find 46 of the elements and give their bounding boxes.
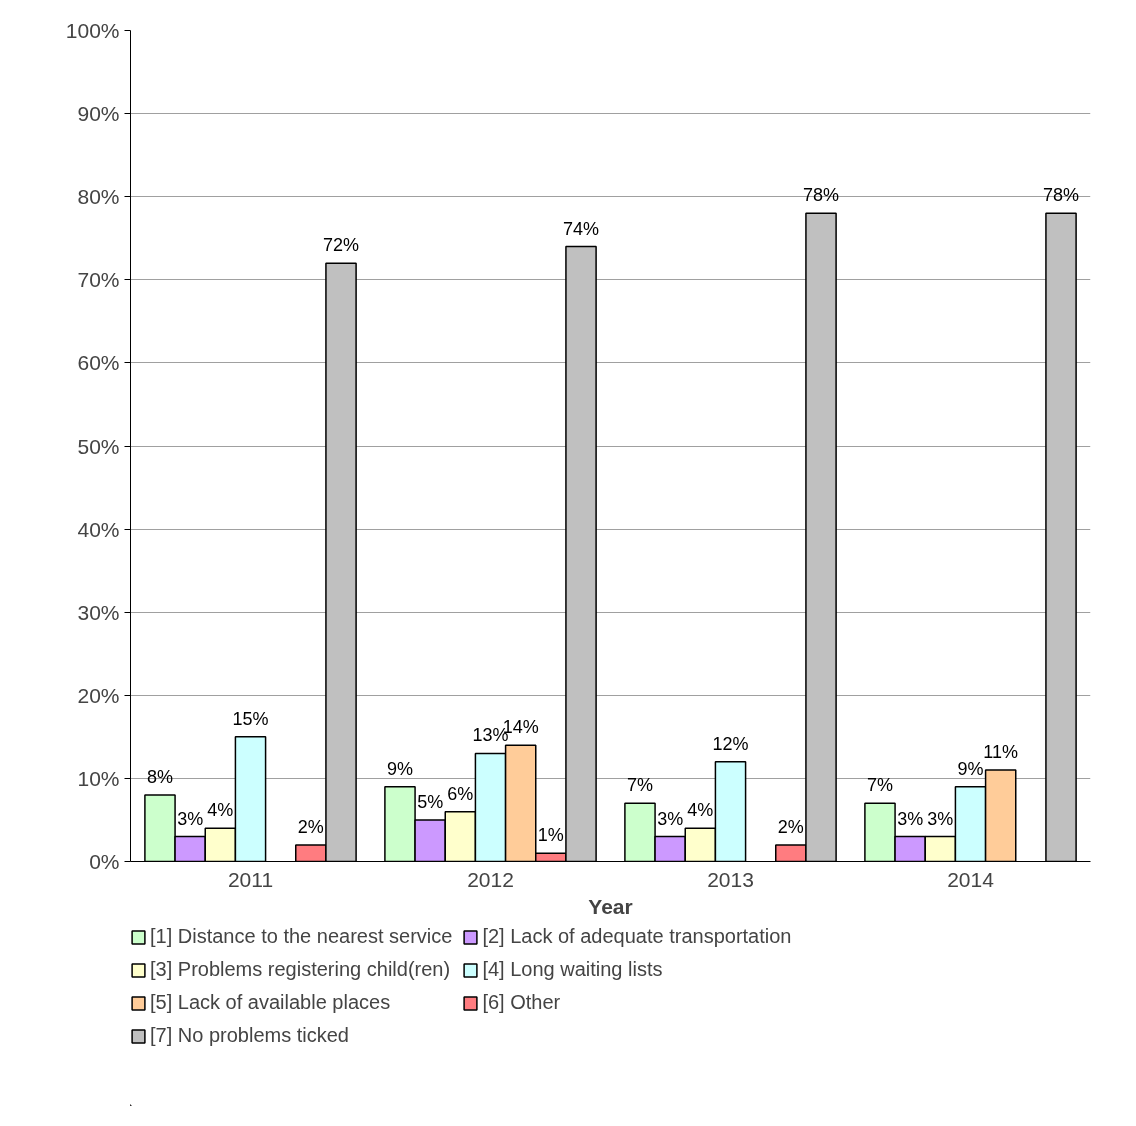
data-label: 4%	[207, 800, 234, 821]
legend-label: [5] Lack of available places	[150, 991, 391, 1014]
data-label: 12%	[712, 733, 749, 754]
legend-label: [6] Other	[482, 991, 561, 1014]
data-label: 9%	[957, 758, 984, 779]
legend-label: [3] Problems registering child(ren)	[150, 958, 451, 981]
y-tick-label: 90%	[77, 102, 120, 126]
x-axis-title: Year	[588, 894, 633, 918]
y-tick-label: 20%	[77, 683, 120, 707]
data-label: 8%	[146, 767, 173, 788]
data-label: 2%	[777, 816, 804, 837]
legend-label: [2] Lack of adequate transportation	[482, 925, 792, 948]
y-tick-label: 60%	[77, 351, 120, 375]
y-tick-label: 80%	[77, 185, 120, 209]
data-label: 15%	[232, 708, 269, 729]
y-tick-label: 100%	[65, 19, 120, 42]
y-tick-label: 30%	[77, 600, 120, 624]
y-tick-label: 50%	[77, 434, 120, 458]
data-label: 5%	[417, 791, 444, 812]
y-tick-label: 10%	[77, 766, 120, 790]
y-tick-label: 70%	[77, 268, 120, 292]
y-tick-label: 40%	[77, 517, 120, 541]
data-label: 74%	[563, 218, 600, 239]
y-tick-label: 0%	[89, 850, 120, 873]
x-tick-label: 2014	[947, 867, 995, 891]
data-label: 3%	[897, 808, 924, 829]
legend-label: [7] No problems ticked	[150, 1024, 349, 1047]
data-label: 4%	[687, 800, 714, 821]
data-label: 11%	[983, 742, 1019, 763]
legend-label: [1] Distance to the nearest service	[150, 925, 453, 948]
x-tick-label: 2012	[467, 867, 514, 891]
data-label: 78%	[1043, 185, 1080, 206]
data-label: 2%	[297, 816, 324, 837]
data-label: 3%	[657, 808, 684, 829]
data-label: 78%	[803, 185, 840, 206]
x-tick-label: 2013	[707, 867, 754, 891]
data-label: 3%	[177, 808, 204, 829]
data-label: 72%	[323, 235, 360, 256]
data-label: 3%	[927, 808, 954, 829]
data-label: 7%	[866, 775, 893, 796]
data-label: 9%	[386, 758, 413, 779]
data-label: 6%	[447, 783, 474, 804]
data-label: 1%	[537, 825, 564, 846]
x-tick-label: 2011	[227, 867, 274, 891]
data-label: 7%	[626, 775, 653, 796]
legend-label: [4] Long waiting lists	[482, 958, 663, 981]
